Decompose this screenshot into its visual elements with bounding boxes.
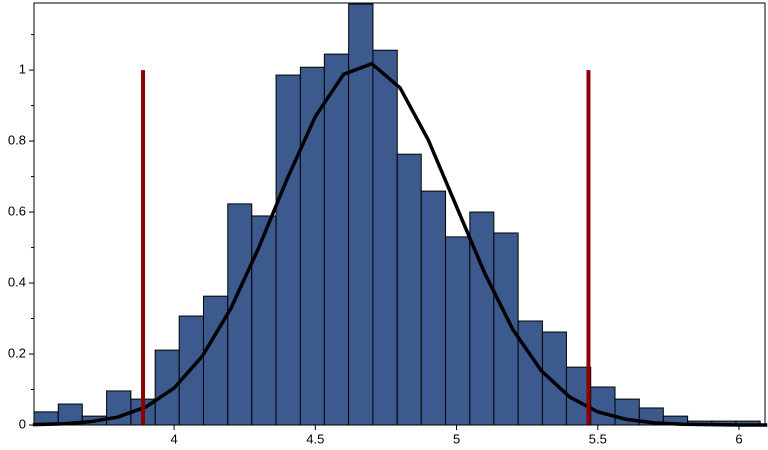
y-tick-label: 0.4	[8, 274, 26, 289]
y-tick-label: 0.8	[8, 133, 26, 148]
x-tick-label: 5.5	[589, 431, 607, 446]
bar	[420, 190, 447, 426]
y-tick-label: 0	[19, 416, 26, 431]
density-curve	[32, 61, 768, 427]
bar	[323, 53, 350, 426]
y-tick-label: 1	[19, 62, 26, 77]
bar	[251, 215, 277, 426]
x-tick-label: 4.5	[306, 431, 324, 446]
plot-border	[33, 2, 766, 426]
bar	[202, 295, 229, 426]
bar	[445, 236, 471, 426]
x-tick-label: 5	[453, 431, 460, 446]
bar	[396, 153, 422, 426]
y-tick-label: 0.6	[8, 203, 26, 218]
bar	[590, 386, 616, 426]
x-tick-label: 6	[735, 431, 742, 446]
x-tick-label: 4	[170, 431, 177, 446]
bar	[227, 203, 253, 426]
bar	[348, 3, 374, 426]
bar	[469, 211, 495, 426]
y-tick-label: 0.2	[8, 345, 26, 360]
bar	[517, 320, 543, 426]
bar	[541, 331, 567, 426]
bar	[275, 74, 301, 426]
bar	[372, 49, 398, 426]
